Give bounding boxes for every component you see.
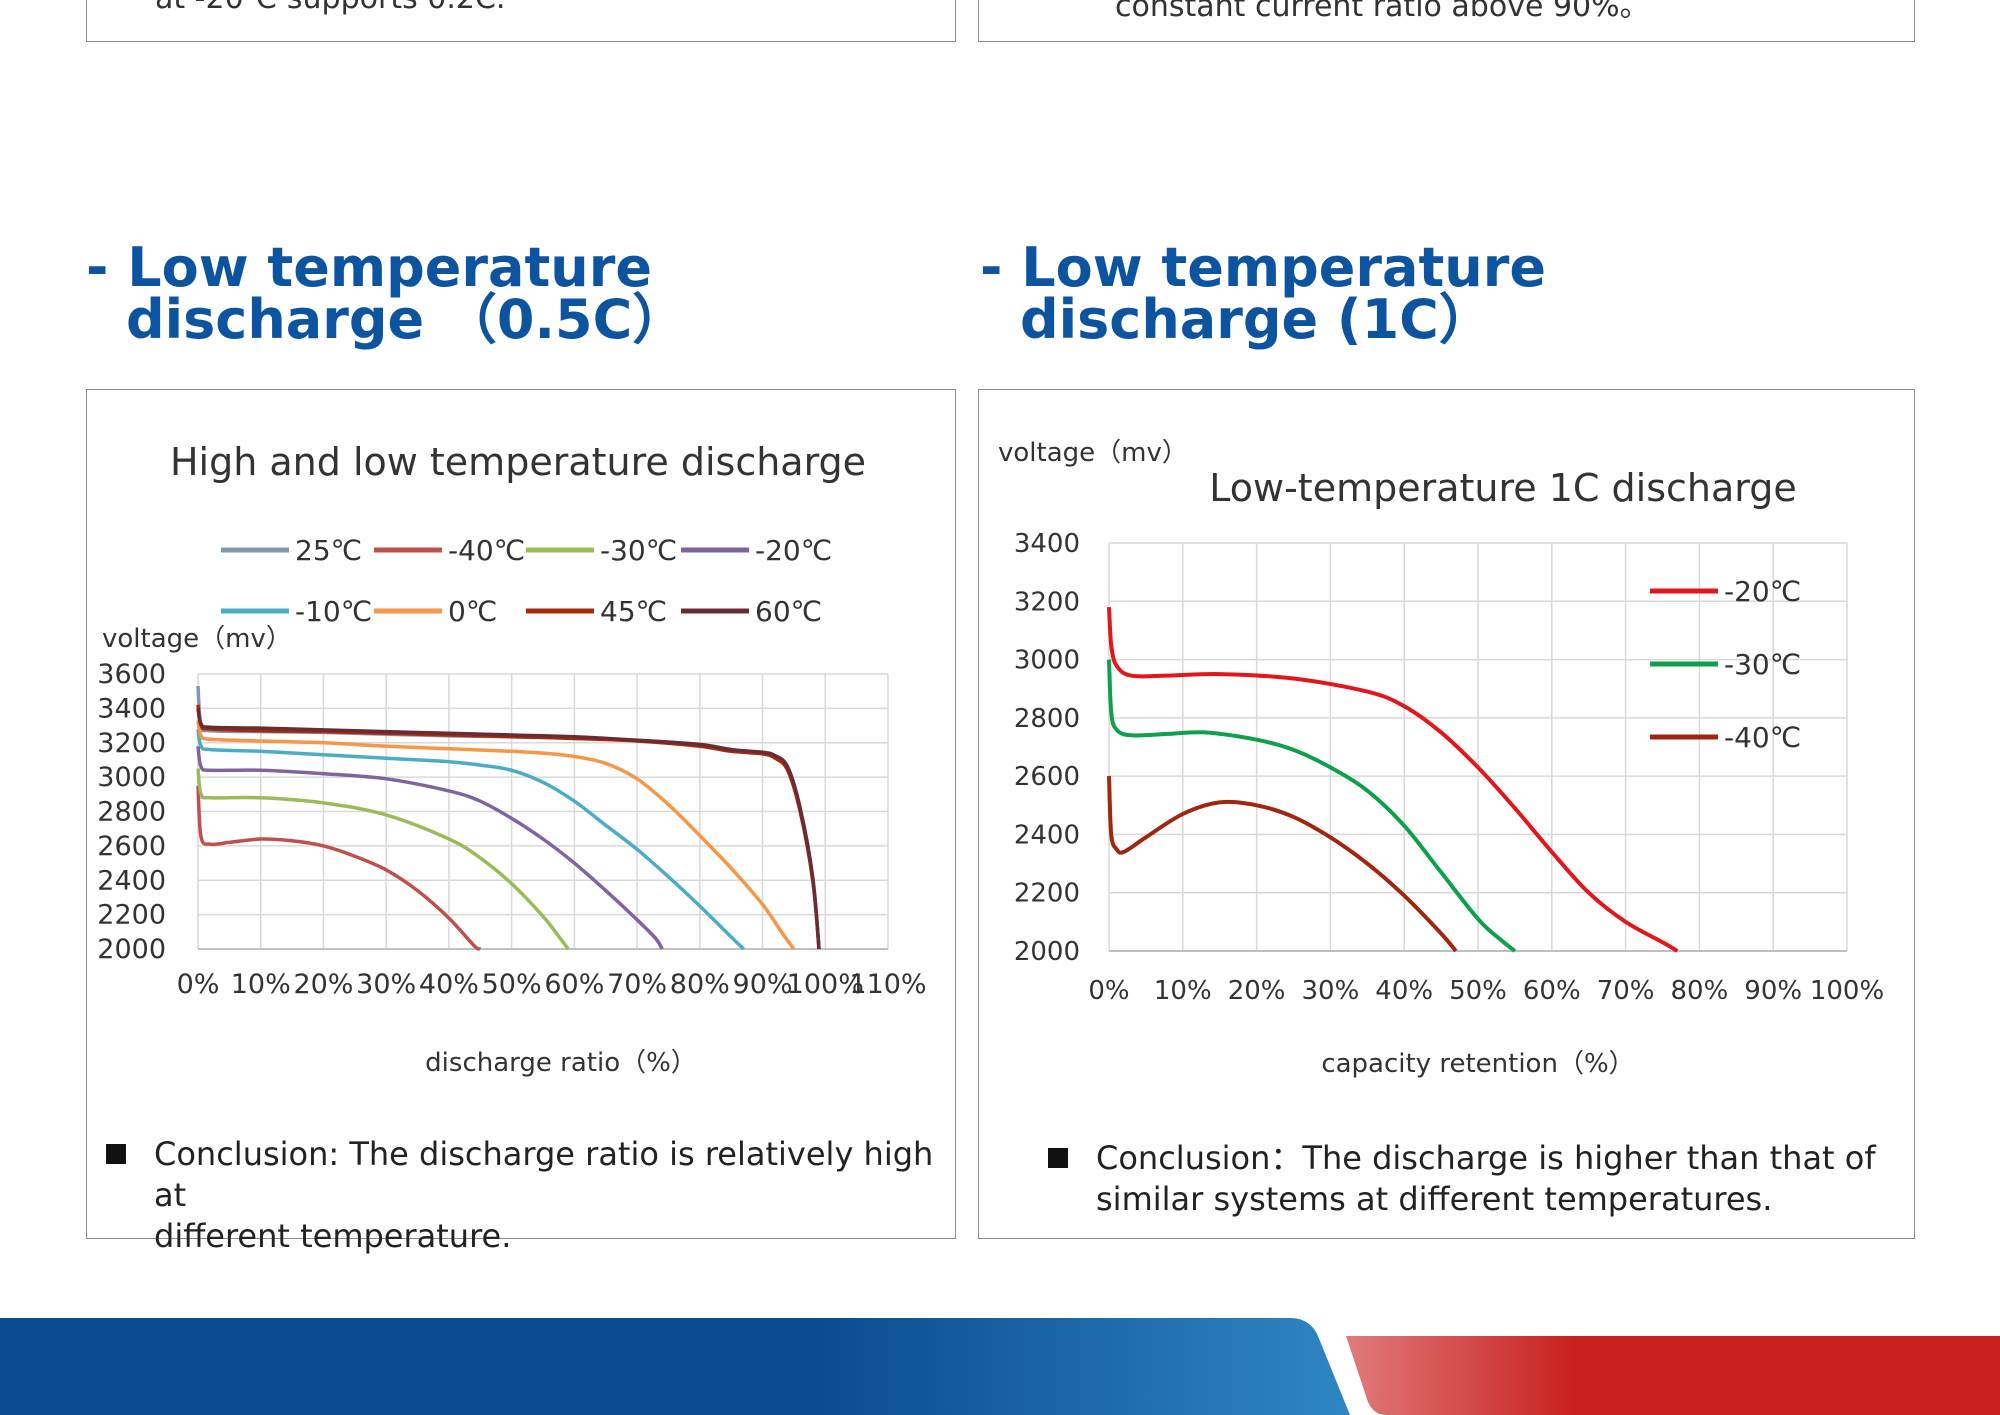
legend-label: 60℃ xyxy=(755,595,822,628)
x-tick-label: 40% xyxy=(419,969,479,1000)
left-chart-card xyxy=(86,389,956,1239)
y-tick-label: 2800 xyxy=(97,797,166,828)
legend-label: -40℃ xyxy=(448,534,525,567)
bullet-square-icon xyxy=(1048,1148,1068,1168)
series-line-0-2 xyxy=(196,768,570,951)
series-line-1-0 xyxy=(1107,606,1679,953)
y-tick-label: 3400 xyxy=(97,693,166,724)
legend-label: 45℃ xyxy=(600,595,667,628)
top-left-card: at -20℃ supports 0.2C. xyxy=(86,0,956,42)
legend-label: -20℃ xyxy=(755,534,832,567)
y-tick-label: 2000 xyxy=(97,934,166,965)
legend-label: -20℃ xyxy=(1724,575,1801,608)
x-tick-label: 80% xyxy=(670,969,730,1000)
left-conclusion: Conclusion: The discharge ratio is relat… xyxy=(106,1134,946,1255)
y-tick-label: 2200 xyxy=(97,900,166,931)
y-tick-label: 3000 xyxy=(1014,646,1080,676)
x-tick-label: 20% xyxy=(1228,976,1286,1006)
series-line-1-1 xyxy=(1107,659,1517,953)
right-heading-line1: - Low temperature xyxy=(980,236,1546,299)
y-tick-label: 2000 xyxy=(1014,937,1080,967)
y-axis-label: voltage（mv） xyxy=(102,624,292,654)
legend-label: 25℃ xyxy=(295,534,362,567)
x-tick-label: 70% xyxy=(607,969,667,1000)
right-chart-card xyxy=(978,389,1915,1239)
x-tick-label: 10% xyxy=(231,969,291,1000)
chart-title: Low-temperature 1C discharge xyxy=(1209,466,1796,510)
y-axis-label: voltage（mv） xyxy=(998,438,1188,468)
legend-label: -10℃ xyxy=(295,595,372,628)
top-left-card-text: at -20℃ supports 0.2C. xyxy=(155,0,505,16)
x-tick-label: 20% xyxy=(293,969,353,1000)
x-axis-label: discharge ratio（%） xyxy=(425,1048,697,1078)
legend-label: -40℃ xyxy=(1724,721,1801,754)
x-tick-label: 30% xyxy=(1302,976,1360,1006)
y-tick-label: 2400 xyxy=(97,865,166,896)
y-tick-label: 2200 xyxy=(1014,879,1080,909)
footer-blue-band xyxy=(0,1318,1350,1415)
left-conclusion-line1: Conclusion: The discharge ratio is relat… xyxy=(154,1135,934,1214)
right-heading-line2: discharge (1C） xyxy=(1020,288,1493,351)
series-line-0-1 xyxy=(196,785,482,951)
top-right-card-text: constant current ratio above 90%。 xyxy=(1115,0,1650,24)
right-conclusion-line2: similar systems at different temperature… xyxy=(1096,1180,1773,1218)
x-tick-label: 60% xyxy=(544,969,604,1000)
series-line-0-7 xyxy=(196,708,821,950)
legend-label: 0℃ xyxy=(448,595,497,628)
series-line-0-5 xyxy=(196,720,796,951)
x-tick-label: 50% xyxy=(1449,976,1507,1006)
x-axis-label: capacity retention（%） xyxy=(1321,1049,1634,1079)
y-tick-label: 3600 xyxy=(97,659,166,690)
x-tick-label: 110% xyxy=(849,969,926,1000)
left-heading-line2: discharge （0.5C） xyxy=(126,288,687,351)
y-tick-label: 3200 xyxy=(97,728,166,759)
legend-label: -30℃ xyxy=(600,534,677,567)
y-tick-label: 2800 xyxy=(1014,704,1080,734)
series-line-0-4 xyxy=(196,728,745,951)
x-tick-label: 60% xyxy=(1523,976,1581,1006)
right-section-heading: - Low temperature discharge (1C） xyxy=(980,241,1546,351)
x-tick-label: 30% xyxy=(356,969,416,1000)
right-conclusion-line1: Conclusion：The discharge is higher than … xyxy=(1096,1139,1876,1177)
y-tick-label: 2600 xyxy=(1014,762,1080,792)
series-line-1-2 xyxy=(1107,776,1458,953)
x-tick-label: 100% xyxy=(787,969,864,1000)
left-section-heading: - Low temperature discharge （0.5C） xyxy=(86,241,687,351)
x-tick-label: 0% xyxy=(1088,976,1129,1006)
bullet-square-icon xyxy=(106,1144,126,1164)
y-tick-label: 2400 xyxy=(1014,820,1080,850)
series-line-0-3 xyxy=(196,745,664,950)
x-tick-label: 10% xyxy=(1154,976,1212,1006)
x-tick-label: 50% xyxy=(482,969,542,1000)
top-right-card: constant current ratio above 90%。 xyxy=(978,0,1915,42)
legend-label: -30℃ xyxy=(1724,648,1801,681)
x-tick-label: 40% xyxy=(1375,976,1433,1006)
x-tick-label: 90% xyxy=(1744,976,1802,1006)
y-tick-label: 3000 xyxy=(97,762,166,793)
x-tick-label: 100% xyxy=(1810,976,1884,1006)
left-heading-line1: - Low temperature xyxy=(86,236,652,299)
right-conclusion: Conclusion：The discharge is higher than … xyxy=(1048,1138,1908,1228)
x-tick-label: 0% xyxy=(177,969,220,1000)
x-tick-label: 80% xyxy=(1671,976,1729,1006)
y-tick-label: 3200 xyxy=(1014,587,1080,617)
x-tick-label: 90% xyxy=(733,969,793,1000)
y-tick-label: 3400 xyxy=(1014,529,1080,559)
x-tick-label: 70% xyxy=(1597,976,1655,1006)
right-chart: 2000 2200 2400 2600 2800 3000 3200 3400 0% 10% 20%… xyxy=(998,438,1884,1079)
y-tick-label: 2600 xyxy=(97,831,166,862)
chart-title: High and low temperature discharge xyxy=(170,440,866,484)
footer-red-band xyxy=(1346,1336,2000,1415)
left-conclusion-line2: different temperature. xyxy=(154,1217,512,1255)
